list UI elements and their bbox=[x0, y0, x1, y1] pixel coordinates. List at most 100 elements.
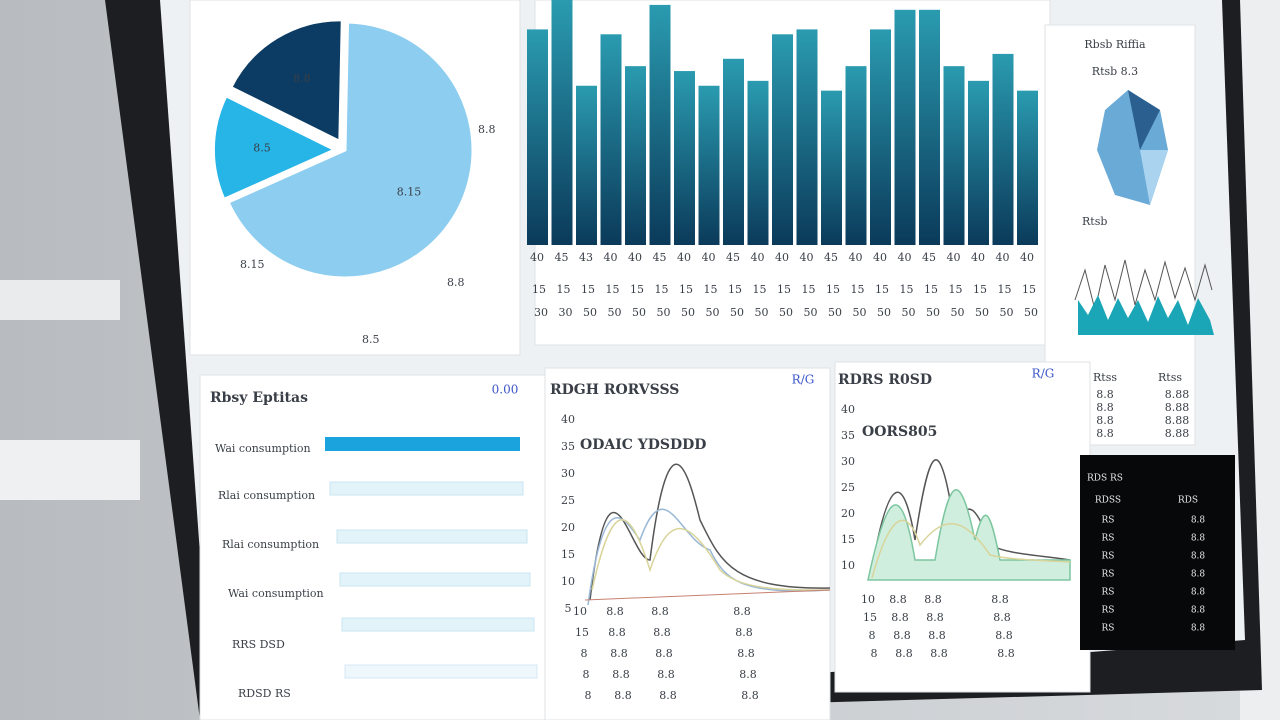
bar-tick-label: 40 bbox=[1020, 251, 1034, 264]
bar-tick-label: 45 bbox=[922, 251, 936, 264]
small-pie-slice bbox=[1140, 150, 1168, 205]
bar bbox=[992, 53, 1014, 246]
trend-title: RDGH RORVSSS bbox=[550, 382, 679, 398]
bar-tick-label: 15 bbox=[802, 283, 816, 296]
peak-cell: 8.8 bbox=[997, 647, 1015, 660]
bar-tick-label: 40 bbox=[996, 251, 1010, 264]
bar-tick-label: 40 bbox=[947, 251, 961, 264]
side-subtitle: Rtsb 8.3 bbox=[1092, 65, 1138, 78]
trend-cell: 15 bbox=[575, 626, 589, 639]
bar-tick-label: 50 bbox=[657, 306, 671, 319]
peak-cell: 8.8 bbox=[930, 647, 948, 660]
y-tick-label: 15 bbox=[841, 533, 855, 546]
bar-tick-label: 40 bbox=[677, 251, 691, 264]
bar bbox=[527, 29, 548, 246]
y-tick-label: 30 bbox=[561, 467, 575, 480]
bar-tick-label: 45 bbox=[555, 251, 569, 264]
trend-panel bbox=[544, 367, 831, 720]
usage-label: Wai consumption bbox=[215, 442, 311, 455]
bar bbox=[551, 0, 573, 245]
pie-label: 8.5 bbox=[253, 141, 271, 154]
bar-tick-label: 15 bbox=[949, 283, 963, 296]
usage-bar bbox=[339, 572, 531, 587]
peak-cell: 15 bbox=[863, 611, 877, 624]
bar-tick-label: 15 bbox=[728, 283, 742, 296]
curve bbox=[871, 519, 1071, 579]
bar-tick-label: 50 bbox=[706, 306, 720, 319]
y-tick-label: 40 bbox=[561, 413, 575, 426]
bar-tick-label: 50 bbox=[681, 306, 695, 319]
bar-tick-label: 15 bbox=[753, 283, 767, 296]
side-cell: 8.88 bbox=[1165, 414, 1190, 427]
bar bbox=[919, 9, 940, 245]
bar-tick-label: 45 bbox=[824, 251, 838, 264]
bar bbox=[1017, 90, 1038, 246]
usage-badge: 0.00 bbox=[492, 383, 519, 397]
bar-tick-label: 40 bbox=[628, 251, 642, 264]
bar-tick-label: 15 bbox=[777, 283, 791, 296]
y-tick-label: 15 bbox=[561, 548, 575, 561]
usage-label: RRS DSD bbox=[232, 638, 285, 651]
y-tick-label: 30 bbox=[841, 455, 855, 468]
side-cell: 8.88 bbox=[1165, 427, 1190, 440]
pie-label: 8.8 bbox=[293, 72, 311, 85]
side-cell: 8.88 bbox=[1165, 388, 1190, 401]
curve bbox=[589, 463, 831, 601]
peak-cell: 8 bbox=[869, 629, 876, 642]
bar bbox=[968, 80, 989, 245]
trend-cell: 8.8 bbox=[735, 626, 753, 639]
trend-cell: 8.8 bbox=[733, 605, 751, 618]
usage-bar bbox=[329, 481, 524, 496]
bar-tick-label: 50 bbox=[583, 306, 597, 319]
side-header: Rtss bbox=[1093, 371, 1117, 384]
pie-outer-label: 8.8 bbox=[478, 123, 496, 136]
bar-tick-label: 50 bbox=[828, 306, 842, 319]
bar-tick-label: 15 bbox=[875, 283, 889, 296]
bar-tick-label: 15 bbox=[851, 283, 865, 296]
pie-outer-label: 8.8 bbox=[447, 276, 465, 289]
side-visuals bbox=[1074, 90, 1214, 335]
usage-label: Rlai consumption bbox=[218, 489, 315, 502]
curve bbox=[591, 519, 831, 591]
trend-cell: 8.8 bbox=[608, 626, 626, 639]
bar-tick-label: 15 bbox=[826, 283, 840, 296]
side-line bbox=[1074, 259, 1213, 311]
baseline bbox=[584, 589, 831, 601]
dark-header: RDSS bbox=[1095, 496, 1121, 506]
usage-bar bbox=[344, 664, 538, 679]
bar-tick-label: 40 bbox=[530, 251, 544, 264]
bar-tick-label: 15 bbox=[532, 283, 546, 296]
trend-lines bbox=[584, 459, 1071, 606]
bar-tick-label: 40 bbox=[775, 251, 789, 264]
bar-tick-label: 40 bbox=[702, 251, 716, 264]
usage-label: Rlai consumption bbox=[222, 538, 319, 551]
bar-tick-label: 15 bbox=[655, 283, 669, 296]
side-title: Rbsb Riffia bbox=[1084, 38, 1146, 51]
bar-tick-label: 50 bbox=[804, 306, 818, 319]
dark-header: RDS bbox=[1178, 496, 1198, 506]
peak-cell: 8.8 bbox=[928, 629, 946, 642]
bars bbox=[527, 0, 1038, 246]
bar bbox=[649, 4, 671, 246]
bar-tick-label: 15 bbox=[998, 283, 1012, 296]
bar bbox=[600, 34, 622, 245]
dark-panel bbox=[1080, 455, 1235, 650]
bar-tick-label: 45 bbox=[726, 251, 740, 264]
y-tick-label: 10 bbox=[561, 575, 575, 588]
dark-cell: RS bbox=[1102, 606, 1115, 616]
dark-cell: 8.8 bbox=[1191, 516, 1206, 526]
bar-tick-label: 40 bbox=[604, 251, 618, 264]
trend-cell: 8.8 bbox=[610, 647, 628, 660]
trend-cell: 8.8 bbox=[741, 689, 759, 702]
bar-tick-label: 30 bbox=[559, 306, 573, 319]
side-area bbox=[1078, 295, 1214, 335]
trend-cell: 8.8 bbox=[651, 605, 669, 618]
bar-tick-label: 15 bbox=[924, 283, 938, 296]
y-tick-label: 5 bbox=[565, 602, 572, 615]
trend-cell: 8.8 bbox=[614, 689, 632, 702]
dark-cell: RS bbox=[1102, 552, 1115, 562]
pie-slice bbox=[226, 20, 475, 280]
peak-cell: 8.8 bbox=[893, 629, 911, 642]
side-label: Rtsb bbox=[1082, 215, 1107, 228]
